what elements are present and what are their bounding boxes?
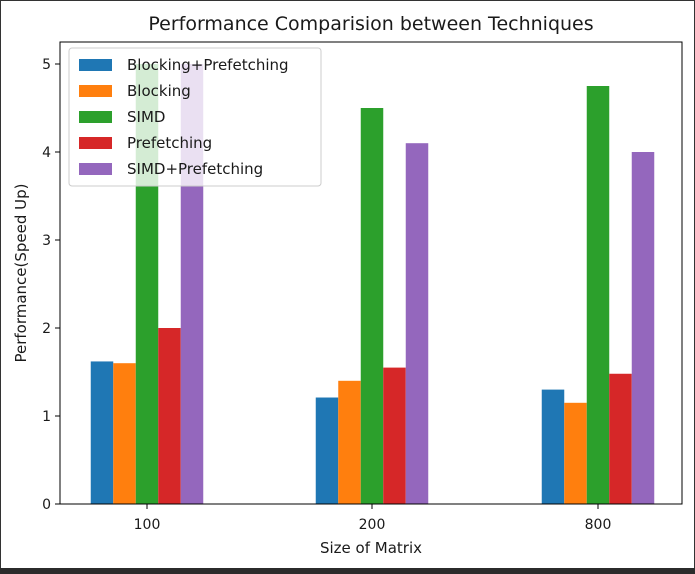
bar-blocking-100 — [113, 363, 136, 504]
legend-swatch — [79, 59, 112, 71]
x-tick-label: 100 — [134, 517, 161, 533]
y-tick-label: 0 — [42, 497, 51, 513]
bar-blocking-prefetching-200 — [315, 397, 339, 504]
bar-prefetching-100 — [158, 328, 181, 504]
bar-blocking-prefetching-800 — [541, 389, 565, 504]
bar-prefetching-200 — [383, 367, 406, 504]
legend-label: Prefetching — [127, 134, 212, 152]
x-tick-label: 800 — [585, 517, 612, 533]
plot-area-frame — [59, 41, 683, 505]
legend-swatch — [79, 85, 112, 97]
x-axis: 100 200 800 — [134, 504, 612, 533]
legend-box — [68, 47, 322, 187]
y-axis-label: Performance(Speed Up) — [12, 183, 30, 362]
bar-simd-prefetching-200 — [405, 143, 429, 504]
y-tick-label: 1 — [42, 409, 51, 425]
x-axis-label: Size of Matrix — [320, 539, 422, 557]
bar-prefetching-800 — [609, 373, 632, 504]
legend-label: Blocking+Prefetching — [127, 56, 289, 74]
chart-title: Performance Comparision between Techniqu… — [148, 13, 593, 35]
y-axis: 0 1 2 3 4 5 — [42, 57, 60, 513]
legend-swatch — [79, 137, 112, 149]
bar-simd-200 — [360, 108, 384, 504]
y-tick-label: 4 — [42, 145, 51, 161]
legend-label: SIMD — [127, 108, 165, 126]
bar-simd-prefetching-800 — [631, 152, 655, 504]
y-tick-label: 2 — [42, 321, 51, 337]
window-bottom-bar — [0, 568, 695, 574]
legend-swatch — [79, 163, 112, 175]
x-tick-label: 200 — [359, 517, 386, 533]
y-tick-label: 3 — [42, 233, 51, 249]
y-tick-label: 5 — [42, 57, 51, 73]
bar-blocking-800 — [564, 402, 587, 504]
legend: Blocking+Prefetching Blocking SIMD Prefetch… — [68, 47, 322, 187]
legend-label: SIMD+Prefetching — [127, 160, 263, 178]
bar-blocking-200 — [338, 380, 361, 504]
legend-label: Blocking — [127, 82, 191, 100]
bars-layer — [90, 64, 655, 504]
legend-swatch — [79, 111, 112, 123]
bar-blocking-prefetching-100 — [90, 361, 114, 504]
bar-simd-800 — [586, 86, 610, 504]
